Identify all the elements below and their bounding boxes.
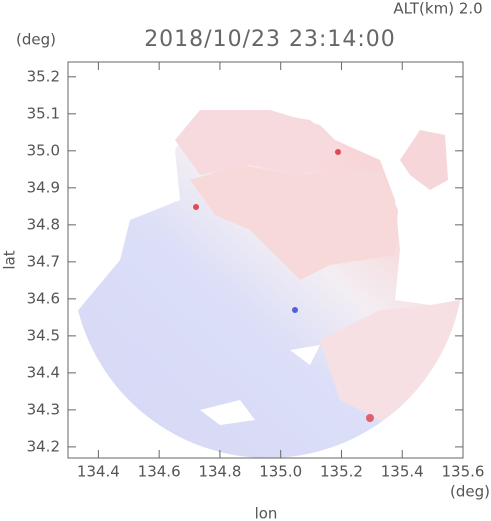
x-tick-label: 134.4: [77, 463, 120, 481]
x-tick-label: 134.6: [138, 463, 181, 481]
y-tick-label: 35.2: [27, 67, 60, 85]
y-tick-label: 34.6: [27, 289, 60, 307]
chart-title: 2018/10/23 23:14:00: [144, 27, 396, 52]
y-tick-label: 34.7: [27, 252, 60, 270]
y-tick-label: 34.5: [27, 326, 60, 344]
x-unit: (deg): [450, 483, 490, 501]
y-tick-label: 34.3: [27, 400, 60, 418]
y-axis-label: lat: [1, 250, 19, 269]
y-tick-label: 34.9: [27, 178, 60, 196]
velocity-field: [72, 110, 464, 458]
x-tick-label: 135.6: [442, 463, 485, 481]
x-axis-label: lon: [255, 505, 278, 521]
x-tick-label: 135.2: [320, 463, 363, 481]
y-tick-label: 35.0: [27, 141, 60, 159]
x-tick-label: 135.0: [259, 463, 302, 481]
y-tick-label: 34.8: [27, 215, 60, 233]
plot-frame: [67, 61, 464, 459]
y-tick-label: 34.4: [27, 363, 60, 381]
echo-patch: [400, 130, 448, 190]
y-tick-label: 35.1: [27, 104, 60, 122]
y-unit: (deg): [16, 31, 56, 49]
x-tick-label: 135.4: [381, 463, 424, 481]
y-tick-label: 34.2: [27, 437, 60, 455]
x-tick-label: 134.8: [198, 463, 241, 481]
altitude-label: ALT(km) 2.0: [393, 0, 482, 18]
